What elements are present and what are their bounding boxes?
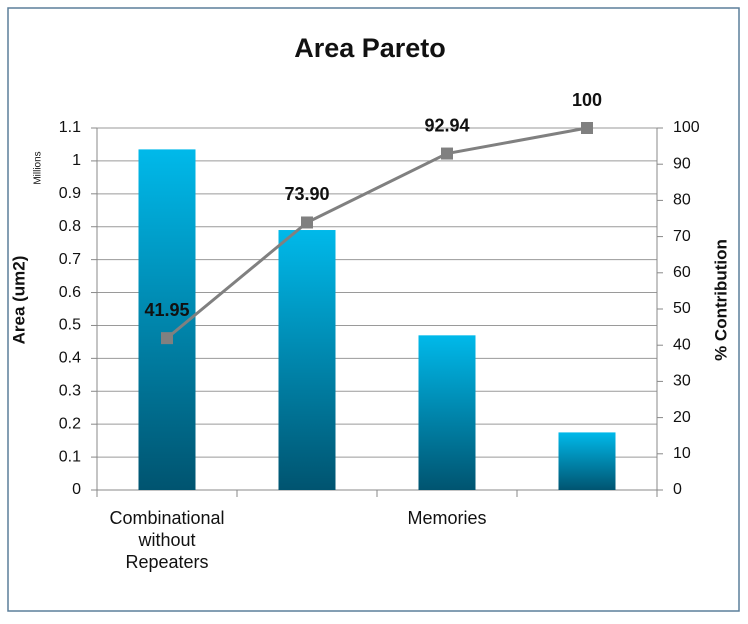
y-tick-label: 0.8 xyxy=(59,218,81,235)
y-tick-label: 0 xyxy=(72,481,81,498)
y-tick-label: 0.4 xyxy=(59,350,81,367)
y-tick-label: 1.1 xyxy=(59,119,81,136)
bar xyxy=(278,230,336,490)
data-label: 92.94 xyxy=(424,115,469,135)
y-tick-label: 0.7 xyxy=(59,251,81,268)
line-marker xyxy=(441,147,453,160)
y2-tick-label: 0 xyxy=(673,481,682,498)
x-tick-label: Combinational without Repeaters xyxy=(109,508,225,572)
line-marker xyxy=(581,122,593,134)
y2-tick-label: 90 xyxy=(673,155,691,172)
y2-tick-label: 70 xyxy=(673,228,691,245)
y-tick-label: 0.2 xyxy=(59,415,81,432)
y2-tick-label: 80 xyxy=(673,192,691,209)
line-marker xyxy=(301,216,313,229)
y-tick-label: 0.6 xyxy=(59,284,81,301)
y2-tick-label: 30 xyxy=(673,373,691,390)
line xyxy=(166,126,588,340)
bar xyxy=(418,335,476,490)
y2-tick-label: 40 xyxy=(673,336,691,353)
y-tick-label: 0.1 xyxy=(59,448,81,465)
y-unit: Millions xyxy=(33,151,44,184)
y2-tick-label: 10 xyxy=(673,445,691,462)
y2-tick-label: 50 xyxy=(673,300,691,317)
y-axis-title: Area (um2) xyxy=(9,256,28,345)
x-tick-label: Memories xyxy=(407,508,487,528)
data-label: 41.95 xyxy=(144,300,189,320)
bar xyxy=(558,432,616,490)
y-tick-label: 0.5 xyxy=(59,317,81,334)
y-tick-label: 0.9 xyxy=(59,185,81,202)
y2-axis-title: % Contribution xyxy=(711,239,730,361)
bar xyxy=(138,149,196,490)
y-tick-label: 1 xyxy=(72,152,81,169)
data-label: 100 xyxy=(572,90,602,110)
y2-tick-label: 60 xyxy=(673,264,691,281)
y2-tick-label: 100 xyxy=(673,119,700,136)
data-label: 73.90 xyxy=(284,184,329,204)
y-tick-label: 0.3 xyxy=(59,382,81,399)
line-marker xyxy=(161,332,173,345)
chart-frame xyxy=(7,7,740,612)
chart-title: Area Pareto xyxy=(294,33,446,63)
y2-tick-label: 20 xyxy=(673,409,691,426)
